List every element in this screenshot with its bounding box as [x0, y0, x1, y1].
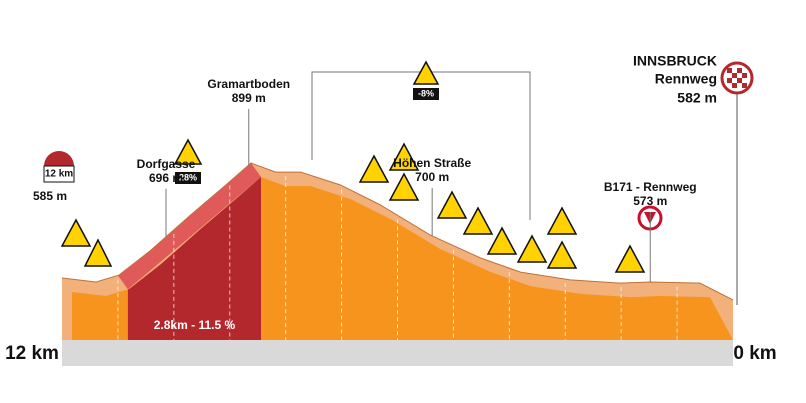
poi-name: Höhen Straße — [393, 156, 471, 170]
poi-name: B171 - Rennweg — [604, 180, 697, 194]
start-sign-label: 12 km — [45, 169, 73, 180]
start-elevation: 585 m — [33, 189, 67, 203]
x-tick-label: 12 km — [5, 343, 59, 364]
descent-sign: -8% — [412, 60, 440, 100]
poi-elevation: 700 m — [415, 170, 449, 184]
finish-street: Rennweg — [655, 71, 717, 87]
poi-name: Gramartboden — [207, 77, 290, 91]
climb-top — [117, 163, 261, 290]
start-sign: 12 km — [43, 151, 75, 183]
poi-elevation: 696 m — [149, 171, 183, 185]
climb-front — [127, 177, 261, 340]
finish-name: INNSBRUCK — [633, 53, 717, 69]
climb-label: 2.8km - 11.5 % — [154, 318, 236, 332]
descent-gradient: -8% — [418, 88, 434, 98]
finish-elevation: 582 m — [677, 90, 717, 106]
climb-gradient: 28% — [179, 172, 197, 182]
climb-sign: 28% — [173, 138, 203, 184]
poi-elevation: 899 m — [232, 91, 266, 105]
poi-name: Dorfgasse — [137, 157, 196, 171]
warning-signs — [60, 142, 646, 273]
x-axis-band — [62, 340, 733, 366]
poi-elevation: 573 m — [633, 194, 667, 208]
x-tick-label: 0 km — [733, 343, 776, 364]
finish-flag — [720, 61, 754, 305]
profile-line — [61, 162, 734, 301]
